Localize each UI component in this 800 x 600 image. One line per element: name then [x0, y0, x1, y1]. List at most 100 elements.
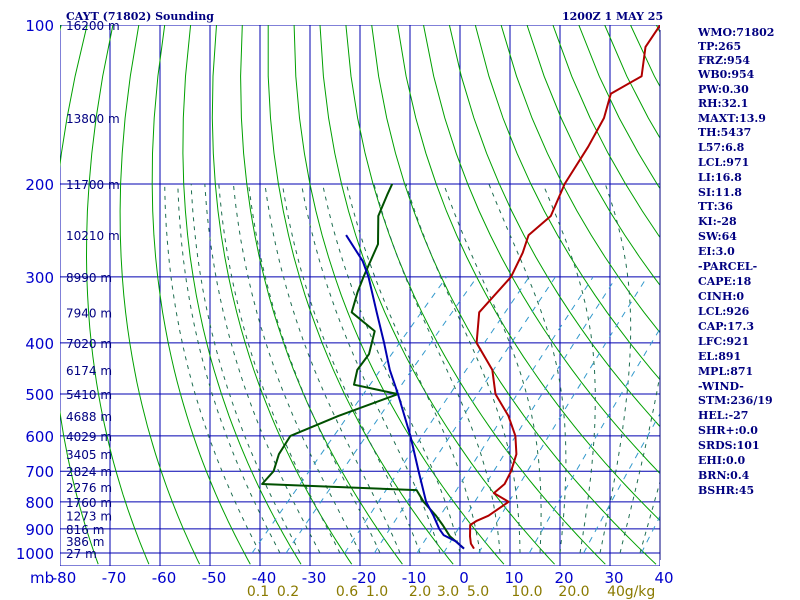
height-label: 386 m: [66, 535, 104, 549]
temperature-trace: [469, 25, 660, 550]
height-label: 4029 m: [66, 430, 112, 444]
index-tt: TT:36: [698, 200, 733, 213]
index-si: SI:11.8: [698, 186, 742, 199]
index-shr: SHR+:0.0: [698, 424, 758, 437]
mixing-ratio-line: [443, 276, 617, 554]
temperature-tick-label: -20: [352, 569, 377, 587]
mixing-ratio-label: 0.6: [336, 584, 358, 600]
index-frz: FRZ:954: [698, 54, 750, 67]
index-rh: RH:32.1: [698, 97, 748, 110]
moist-adiabat-line: [443, 183, 542, 554]
dry-adiabat-line: [151, 25, 251, 565]
mixing-ratio-label: 1.0: [366, 584, 388, 600]
dry-adiabat-line: [85, 25, 150, 565]
dry-adiabat-line: [240, 25, 403, 565]
temperature-tick-label: -30: [302, 569, 327, 587]
indices-panel: WMO:71802 TP:265 FRZ:954 WB0:954 PW:0.30…: [697, 26, 774, 497]
chart-title: CAYT (71802) Sounding: [66, 10, 214, 23]
temperature-tick-label: -80: [52, 569, 77, 587]
pressure-tick-label: 500: [25, 386, 54, 404]
index-srds: SRDS:101: [698, 439, 760, 452]
height-label: 8990 m: [66, 271, 112, 285]
moist-adiabat-line: [322, 183, 461, 554]
moist-adiabat-line: [488, 183, 567, 554]
moist-adiabat-line: [204, 183, 321, 554]
moist-adiabat-line: [232, 183, 361, 554]
index-cap: CAP:17.3: [698, 320, 754, 333]
index-stm: STM:236/19: [698, 394, 773, 407]
dry-adiabat-line: [119, 25, 201, 565]
mixing-ratio-label: 5.0: [467, 584, 489, 600]
index-el: EL:891: [698, 350, 741, 363]
index-parcel-lcl: LCL:926: [698, 305, 750, 318]
height-labels: 16200 m 13800 m 11700 m 10210 m 8990 m 7940 m…: [66, 19, 120, 561]
moist-adiabat-line: [281, 183, 421, 554]
temperature-tick-label: 30: [604, 569, 623, 587]
temperature-tick-label: 10: [504, 569, 523, 587]
dry-adiabat-line: [423, 25, 660, 475]
pressure-tick-label: 700: [25, 463, 54, 481]
dry-adiabat-line: [267, 25, 454, 565]
index-tp: TP:265: [698, 40, 741, 53]
dry-adiabat-line: [474, 25, 660, 381]
index-ei: EI:3.0: [698, 245, 735, 258]
dry-adiabat-line: [500, 25, 660, 334]
parcel-header: -PARCEL-: [698, 260, 757, 273]
index-ki: KI:-28: [698, 215, 737, 228]
height-label: 5410 m: [66, 388, 112, 402]
height-label: 6174 m: [66, 364, 112, 378]
mixing-ratio-line: [583, 412, 660, 554]
height-label: 10210 m: [66, 229, 120, 243]
moist-adiabat-line: [542, 183, 596, 554]
mixing-ratio-label: 10.0: [511, 584, 542, 600]
moist-adiabat-line: [177, 183, 281, 554]
dry-adiabat-line: [0, 25, 35, 564]
moist-adiabats: [164, 183, 660, 554]
moist-adiabat-line: [164, 183, 261, 554]
index-hel: HEL:-27: [698, 409, 748, 422]
height-label: 13800 m: [66, 112, 120, 126]
temperature-tick-label: -50: [202, 569, 227, 587]
mixing-ratio-line: [251, 276, 448, 554]
mixing-ratio-label: g/kg: [625, 584, 656, 600]
wind-header: -WIND-: [698, 380, 744, 393]
pressure-tick-label: 100: [25, 17, 54, 35]
index-brn: BRN:0.4: [698, 469, 750, 482]
mixing-ratio-lines: [251, 276, 660, 554]
temperature-tick-label: 0: [459, 569, 469, 587]
mixing-ratio-label: 0.1: [247, 584, 269, 600]
dry-adiabat-line: [345, 25, 606, 565]
dry-adiabat-line: [578, 25, 660, 190]
index-th: TH:5437: [698, 126, 751, 139]
moist-adiabat-line: [190, 183, 301, 554]
dry-adiabat-line: [397, 25, 660, 522]
moist-adiabat-line: [373, 183, 501, 554]
moist-adiabat-line: [599, 183, 632, 554]
mixing-ratio-label: 20.0: [558, 584, 589, 600]
dry-adiabat-line: [526, 25, 660, 286]
dry-adiabat-line: [760, 25, 800, 564]
index-li: LI:16.8: [698, 171, 742, 184]
dry-adiabats: [0, 25, 800, 565]
dry-adiabat-line: [182, 25, 302, 565]
index-cinh: CINH:0: [698, 290, 744, 303]
mixing-ratio-line: [528, 327, 660, 554]
dry-adiabat-line: [60, 25, 99, 565]
sounding-traces: [261, 25, 660, 550]
mixing-ratio-label: 2.0: [409, 584, 431, 600]
pressure-tick-label: 200: [25, 176, 54, 194]
pressure-unit-label: mb: [30, 569, 54, 587]
dry-adiabat-line: [786, 25, 800, 564]
height-label: 7940 m: [66, 306, 112, 320]
moist-adiabat-line: [405, 183, 521, 553]
temperature-tick-label: -40: [252, 569, 277, 587]
index-cape: CAPE:18: [698, 275, 752, 288]
moist-adiabat-line: [301, 183, 441, 554]
index-pw: PW:0.30: [698, 83, 749, 96]
isobar-isotherm-grid: [60, 25, 660, 566]
chart-date: 1200Z 1 MAY 25: [562, 10, 663, 23]
mixing-ratio-label: 3.0: [437, 584, 459, 600]
temperature-tick-label: -10: [402, 569, 427, 587]
